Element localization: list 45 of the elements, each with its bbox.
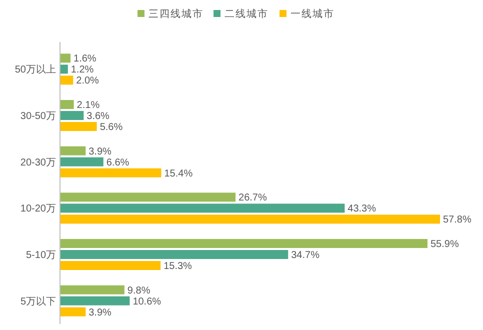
bar [60,250,288,259]
bar [60,296,130,306]
data-label: 1.6% [74,54,96,65]
bar [60,157,104,166]
bar [60,122,97,131]
bar [60,285,124,294]
y-tick-label: 20-30万 [20,157,56,168]
bar [60,100,74,109]
legend-label: 二线城市 [224,8,268,20]
data-label: 9.8% [127,285,150,296]
data-label: 2.0% [76,76,100,87]
bar [60,239,428,248]
bar [60,168,162,178]
data-label: 55.9% [430,239,459,250]
y-tick-label: 5-10万 [26,250,56,261]
y-tick-label: 10-20万 [20,204,56,215]
data-label: 5.6% [100,122,123,133]
data-label: 15.3% [164,261,192,272]
bar [60,261,161,270]
bar [60,192,236,202]
data-label: 6.6% [106,157,130,168]
data-label: 3.6% [86,111,110,122]
data-label: 43.3% [348,204,376,215]
y-tick-label: 5万以下 [20,295,56,308]
bar [60,204,345,213]
bar [60,214,440,224]
data-label: 26.7% [238,192,267,204]
data-label: 57.8% [443,214,472,226]
y-tick-label: 50万以上 [14,64,56,76]
bar [60,76,74,85]
data-label: 3.9% [88,146,112,158]
bar [60,146,86,156]
bar [60,64,68,74]
data-label: 10.6% [132,296,162,308]
bar [60,54,71,63]
y-tick-label: 30-50万 [20,111,56,122]
data-label: 2.1% [76,100,100,111]
legend-label: 三四线城市 [148,8,204,20]
data-label: 1.2% [70,64,94,76]
data-label: 15.4% [164,168,193,180]
data-label: 34.7% [291,250,320,261]
legend-label: 一线城市 [290,8,334,20]
bar [60,111,84,120]
bar [60,307,86,316]
data-label: 3.9% [88,307,112,318]
